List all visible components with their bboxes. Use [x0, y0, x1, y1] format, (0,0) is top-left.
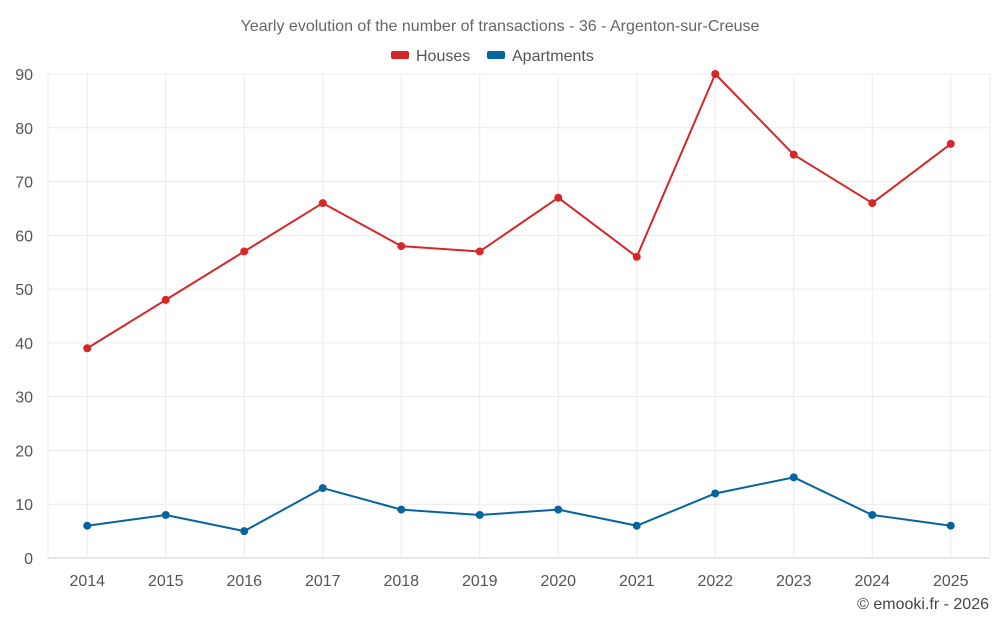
x-tick-label: 2020 [540, 573, 576, 590]
data-point-apartments[interactable] [711, 489, 720, 498]
data-point-houses[interactable] [397, 242, 406, 251]
y-tick-label: 10 [15, 497, 33, 514]
y-tick-label: 30 [15, 390, 33, 407]
legend-swatch-houses [391, 51, 409, 59]
x-tick-label: 2025 [933, 573, 969, 590]
y-tick-label: 40 [15, 336, 33, 353]
data-point-apartments[interactable] [83, 521, 92, 530]
data-point-houses[interactable] [318, 199, 327, 208]
x-axis: 2014 2015 2016 2017 2018 2019 2020 2021 2022 2023… [69, 573, 968, 590]
series-layer [83, 70, 955, 536]
y-axis: 0 10 20 30 40 50 60 70 80 90 [15, 67, 33, 568]
legend-label-houses[interactable]: Houses [416, 48, 470, 65]
x-tick-label: 2023 [776, 573, 812, 590]
x-tick-label: 2015 [148, 573, 184, 590]
series-line-apartments [87, 476, 951, 533]
data-point-apartments[interactable] [554, 505, 563, 514]
legend-swatch-apartments [487, 51, 505, 59]
x-tick-label: 2021 [619, 573, 655, 590]
credit-text: © emooki.fr - 2026 [857, 596, 989, 613]
legend: Houses Apartments [391, 48, 594, 65]
y-tick-label: 60 [15, 228, 33, 245]
data-point-apartments[interactable] [318, 484, 327, 493]
x-tick-label: 2017 [305, 573, 341, 590]
data-point-apartments[interactable] [475, 510, 484, 519]
chart-title: Yearly evolution of the number of transa… [241, 18, 760, 35]
legend-label-apartments[interactable]: Apartments [512, 48, 594, 65]
x-tick-label: 2024 [854, 573, 890, 590]
data-point-houses[interactable] [789, 150, 798, 159]
y-tick-label: 90 [15, 67, 33, 84]
data-point-apartments[interactable] [789, 473, 798, 482]
data-point-apartments[interactable] [161, 510, 170, 519]
y-tick-label: 80 [15, 121, 33, 138]
x-tick-label: 2018 [383, 573, 419, 590]
data-point-houses[interactable] [711, 70, 720, 78]
data-point-houses[interactable] [83, 344, 92, 353]
data-point-houses[interactable] [475, 247, 484, 256]
series-line-houses [86, 73, 952, 350]
data-point-houses[interactable] [946, 139, 955, 148]
x-tick-label: 2014 [69, 573, 105, 590]
grid [47, 73, 991, 559]
data-point-houses[interactable] [161, 295, 170, 304]
data-point-houses[interactable] [868, 199, 877, 208]
y-tick-label: 50 [15, 282, 33, 299]
y-tick-label: 20 [15, 443, 33, 460]
data-point-apartments[interactable] [868, 510, 877, 519]
x-tick-label: 2016 [226, 573, 262, 590]
y-tick-label: 0 [24, 551, 33, 568]
x-tick-label: 2022 [697, 573, 733, 590]
y-tick-label: 70 [15, 175, 33, 192]
data-point-houses[interactable] [554, 193, 563, 202]
data-point-houses[interactable] [632, 252, 641, 261]
data-point-apartments[interactable] [632, 521, 641, 530]
data-point-apartments[interactable] [946, 521, 955, 530]
data-point-houses[interactable] [240, 247, 249, 256]
x-tick-label: 2019 [462, 573, 498, 590]
data-point-apartments[interactable] [240, 527, 249, 536]
data-point-apartments[interactable] [397, 505, 406, 514]
